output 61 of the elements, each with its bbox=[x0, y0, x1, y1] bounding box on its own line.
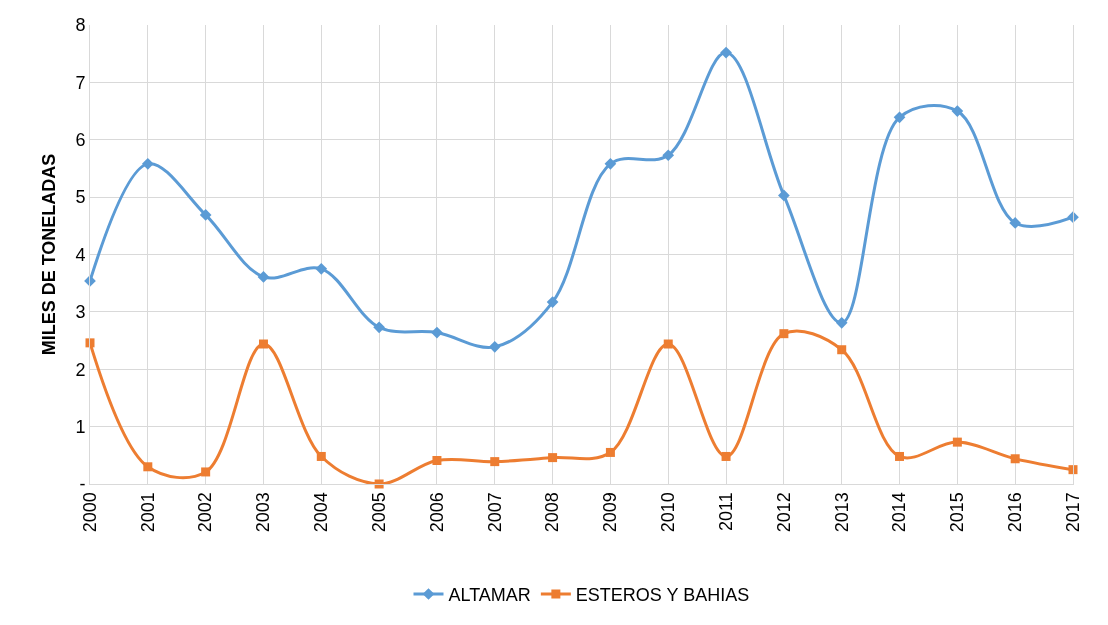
point bbox=[258, 339, 268, 349]
point bbox=[663, 339, 673, 349]
point bbox=[373, 321, 385, 334]
point bbox=[143, 462, 153, 472]
point bbox=[432, 455, 442, 465]
y-tick-label: 4 bbox=[75, 244, 86, 265]
point bbox=[1067, 211, 1079, 224]
x-tick-label: 2013 bbox=[831, 492, 852, 533]
y-axis-title: MILES DE TONELADAS bbox=[38, 153, 59, 356]
x-tick-label: 2006 bbox=[426, 492, 447, 533]
y-tick-label: 2 bbox=[75, 359, 86, 380]
y-tick-label: 1 bbox=[75, 416, 86, 437]
point bbox=[778, 189, 790, 202]
x-tick-label: 2003 bbox=[253, 492, 274, 533]
x-tick-label: 2008 bbox=[542, 492, 563, 533]
point bbox=[605, 447, 615, 457]
x-tick-label: 2010 bbox=[658, 492, 679, 533]
x-tick-label: 2012 bbox=[773, 492, 794, 533]
point bbox=[490, 457, 500, 467]
point bbox=[546, 296, 559, 308]
x-tick-label: 2015 bbox=[947, 492, 968, 533]
x-tick-label: 2004 bbox=[311, 492, 332, 533]
point bbox=[893, 111, 906, 124]
legend-label: ALTAMAR bbox=[448, 585, 531, 606]
point bbox=[604, 158, 617, 170]
point bbox=[835, 316, 848, 329]
y-tick-label: 5 bbox=[75, 187, 86, 208]
x-tick-label: 2002 bbox=[195, 492, 216, 533]
x-tick-label: 2000 bbox=[79, 492, 100, 533]
y-tick-label: 3 bbox=[75, 302, 86, 323]
point bbox=[779, 329, 789, 339]
y-tick-label: 7 bbox=[75, 72, 86, 93]
point bbox=[315, 262, 328, 275]
point bbox=[662, 149, 675, 162]
point bbox=[201, 467, 211, 477]
x-tick-label: 2011 bbox=[715, 492, 736, 531]
legend-label: ESTEROS Y BAHIAS bbox=[575, 585, 750, 606]
point bbox=[316, 451, 326, 461]
point bbox=[720, 46, 732, 59]
point bbox=[951, 105, 964, 117]
point bbox=[895, 451, 905, 461]
point bbox=[488, 341, 501, 353]
y-tick-label: 6 bbox=[75, 130, 86, 151]
x-tick-label: 2017 bbox=[1062, 492, 1083, 533]
point bbox=[1010, 454, 1020, 464]
x-tick-label: 2001 bbox=[137, 492, 158, 533]
point bbox=[141, 158, 154, 170]
x-tick-label: 2005 bbox=[368, 492, 389, 533]
x-tick-label: 2007 bbox=[484, 492, 505, 533]
point bbox=[952, 437, 962, 447]
point bbox=[257, 271, 270, 283]
x-tick-label: 2016 bbox=[1005, 492, 1026, 533]
point bbox=[199, 209, 212, 221]
point bbox=[721, 451, 731, 461]
x-tick-label: 2014 bbox=[889, 492, 910, 533]
x-tick-label: 2009 bbox=[600, 492, 621, 533]
point bbox=[431, 326, 443, 339]
point bbox=[1009, 217, 1022, 229]
y-tick-label: 8 bbox=[75, 15, 86, 36]
point bbox=[548, 453, 558, 463]
point bbox=[837, 345, 847, 355]
